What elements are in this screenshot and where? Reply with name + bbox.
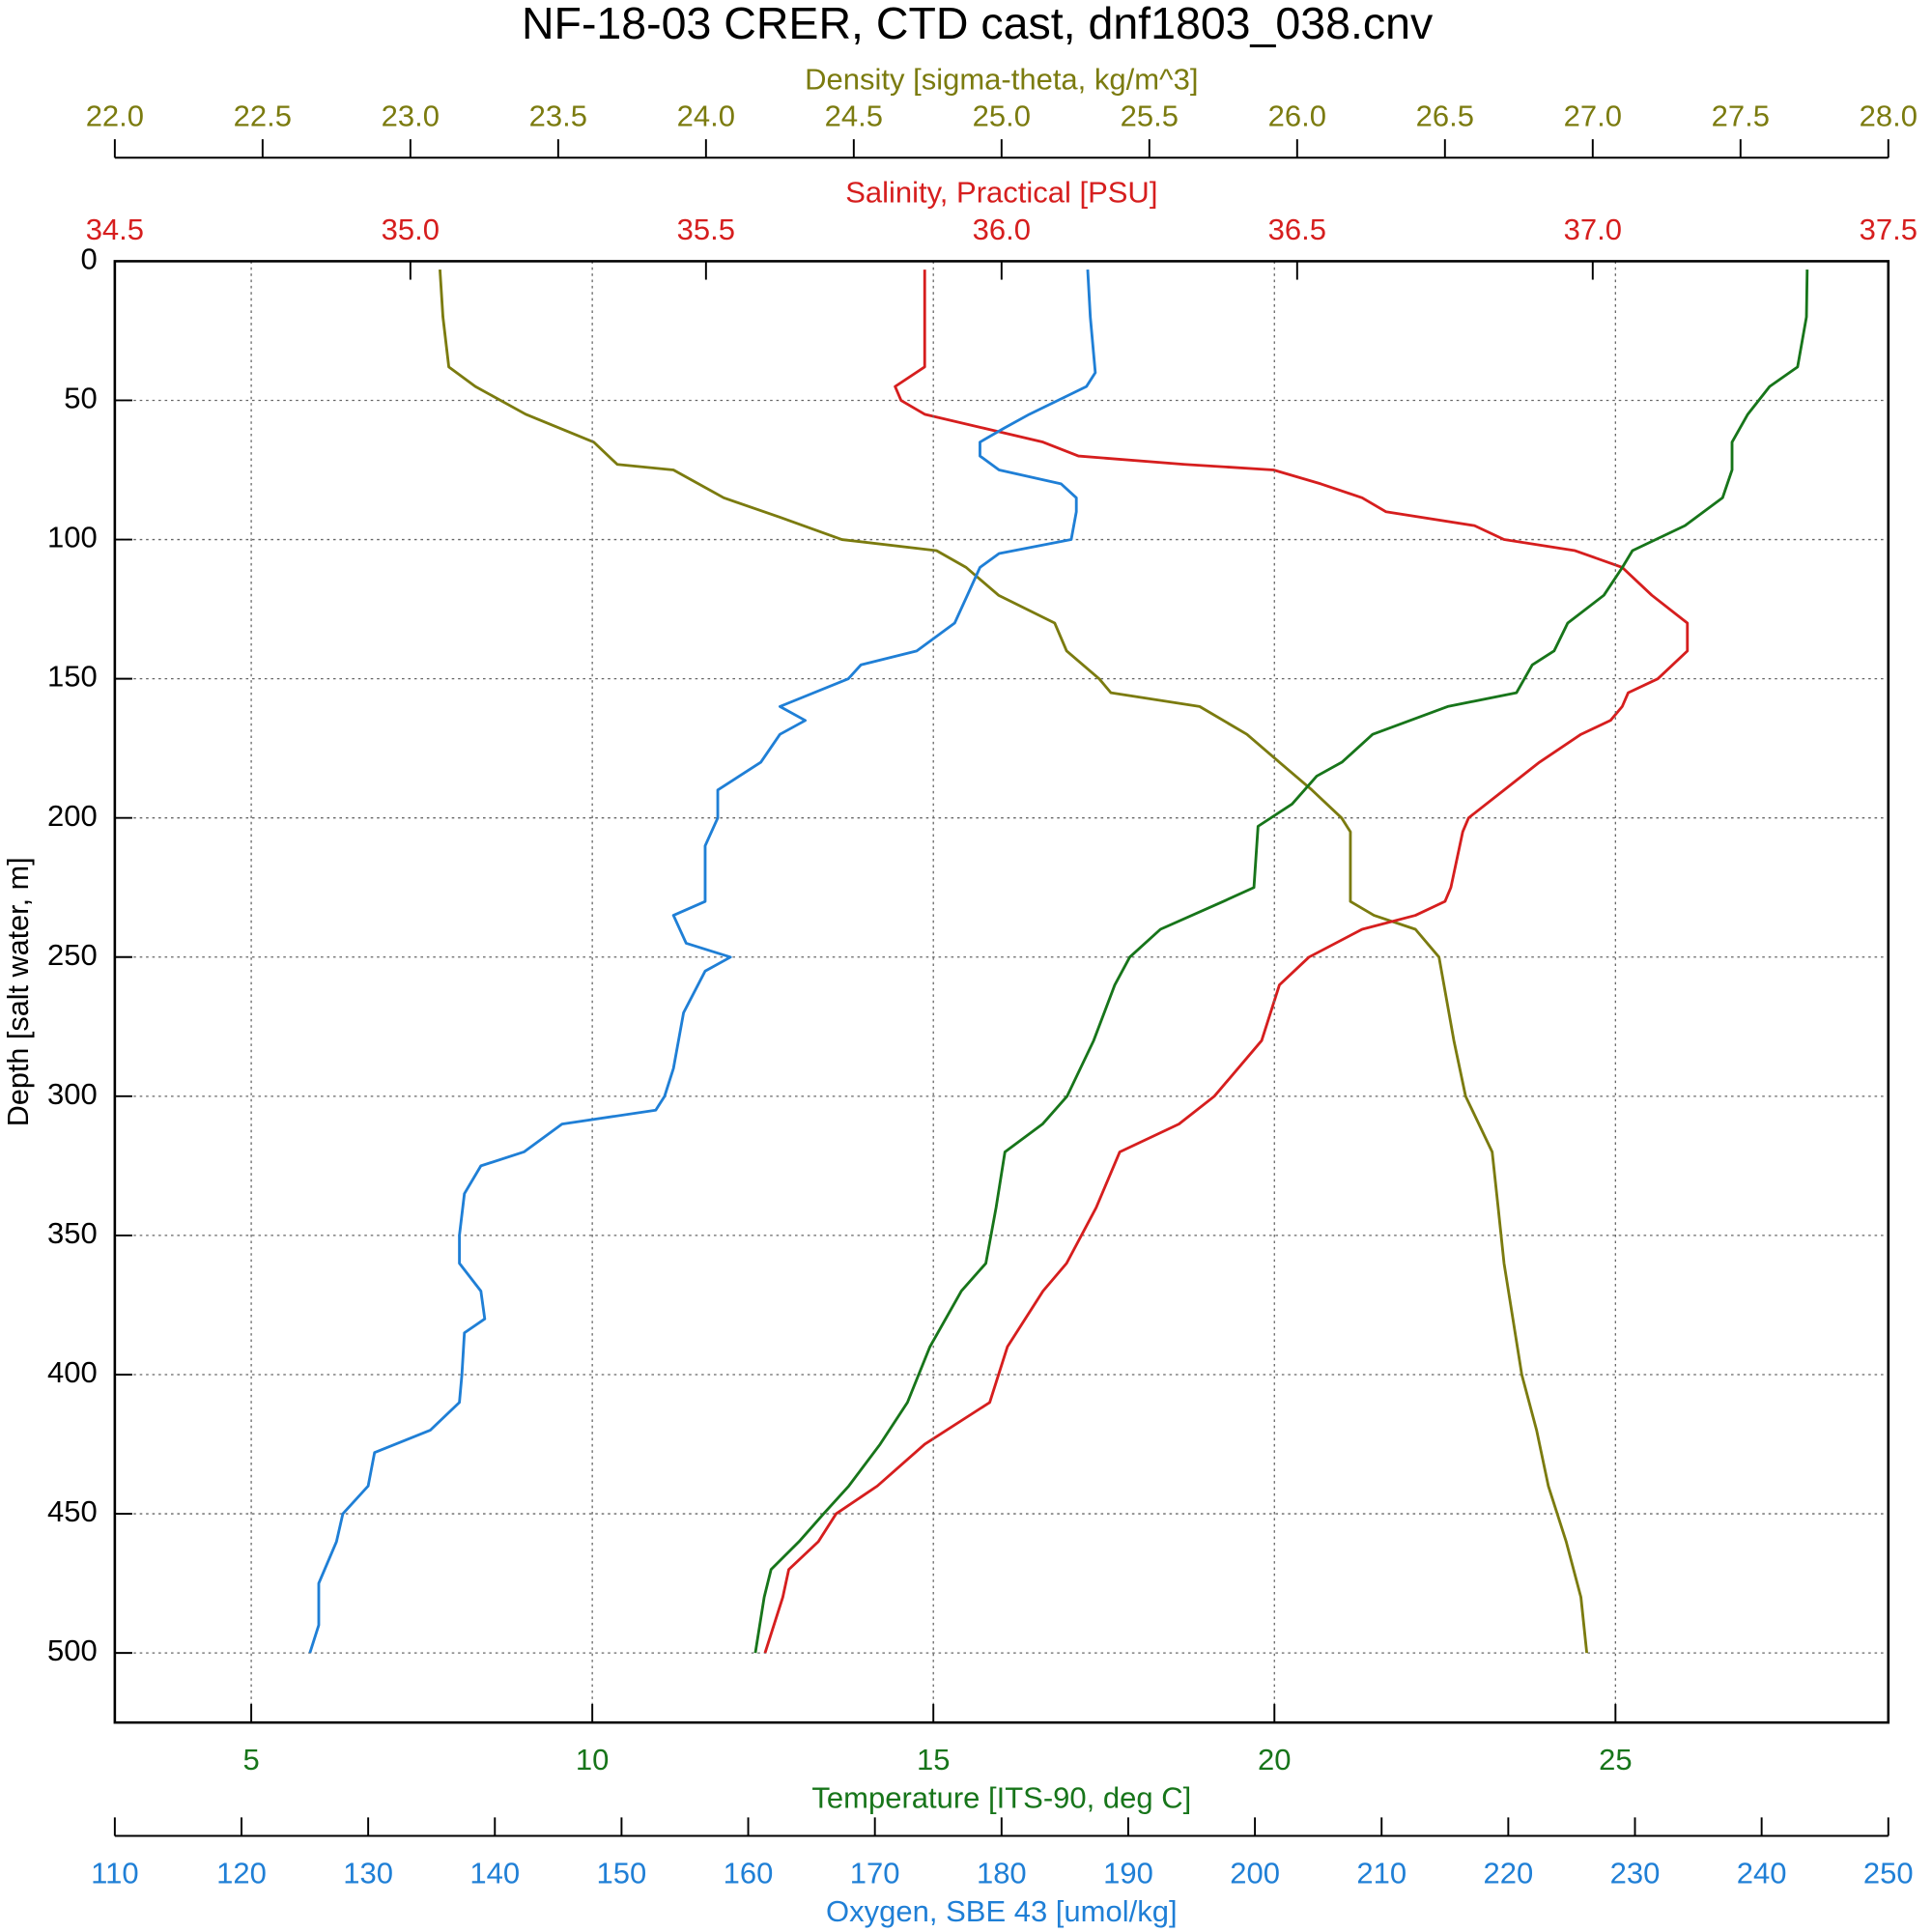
x-tick-label: 210 bbox=[1356, 1857, 1406, 1890]
x-tick-label: 35.5 bbox=[677, 213, 735, 246]
x-tick-label: 25.5 bbox=[1121, 99, 1179, 133]
x-axis-label: Oxygen, SBE 43 [umol/kg] bbox=[826, 1894, 1177, 1928]
x-tick-label: 27.0 bbox=[1564, 99, 1622, 133]
y-tick-label: 500 bbox=[47, 1634, 98, 1667]
x-tick-label: 37.0 bbox=[1564, 213, 1622, 246]
x-tick-label: 26.0 bbox=[1268, 99, 1326, 133]
x-tick-label: 24.5 bbox=[825, 99, 883, 133]
x-tick-label: 24.0 bbox=[677, 99, 735, 133]
x-tick-label: 15 bbox=[917, 1743, 950, 1776]
x-axis-label: Density [sigma-theta, kg/m^3] bbox=[805, 62, 1198, 96]
x-tick-label: 230 bbox=[1610, 1857, 1661, 1890]
y-tick-label: 250 bbox=[47, 938, 98, 972]
x-tick-label: 25 bbox=[1599, 1743, 1632, 1776]
x-tick-label: 36.5 bbox=[1268, 213, 1326, 246]
profile-line bbox=[763, 270, 1690, 1654]
y-tick-label: 400 bbox=[47, 1355, 98, 1389]
x-axis-label: Salinity, Practical [PSU] bbox=[845, 176, 1157, 210]
x-tick-label: 160 bbox=[724, 1857, 774, 1890]
y-tick-label: 300 bbox=[47, 1077, 98, 1111]
x-tick-label: 110 bbox=[91, 1857, 138, 1890]
x-tick-label: 200 bbox=[1230, 1857, 1280, 1890]
x-tick-label: 130 bbox=[343, 1857, 393, 1890]
x-tick-label: 10 bbox=[576, 1743, 609, 1776]
x-tick-label: 37.5 bbox=[1860, 213, 1918, 246]
x-tick-label: 170 bbox=[850, 1857, 900, 1890]
x-tick-label: 36.0 bbox=[973, 213, 1031, 246]
y-tick-label: 50 bbox=[64, 382, 97, 415]
x-tick-label: 220 bbox=[1484, 1857, 1534, 1890]
x-tick-label: 5 bbox=[242, 1743, 259, 1776]
x-tick-label: 22.5 bbox=[234, 99, 292, 133]
y-tick-label: 0 bbox=[81, 242, 98, 276]
profile-line bbox=[439, 269, 1589, 1654]
y-tick-label: 350 bbox=[47, 1216, 98, 1250]
x-tick-label: 140 bbox=[469, 1857, 520, 1890]
x-tick-label: 23.0 bbox=[382, 99, 440, 133]
x-tick-label: 180 bbox=[977, 1857, 1027, 1890]
plot-border bbox=[113, 260, 1890, 1724]
x-tick-label: 150 bbox=[597, 1857, 647, 1890]
x-tick-label: 25.0 bbox=[973, 99, 1031, 133]
x-tick-label: 22.0 bbox=[86, 99, 144, 133]
x-tick-label: 35.0 bbox=[382, 213, 440, 246]
x-tick-label: 27.5 bbox=[1712, 99, 1770, 133]
x-tick-label: 28.0 bbox=[1860, 99, 1918, 133]
x-tick-label: 190 bbox=[1103, 1857, 1153, 1890]
profile-line bbox=[753, 270, 1809, 1654]
x-tick-label: 250 bbox=[1863, 1857, 1914, 1890]
x-tick-label: 26.5 bbox=[1416, 99, 1474, 133]
y-tick-label: 100 bbox=[47, 521, 98, 554]
profile-line bbox=[308, 270, 1097, 1654]
y-axis-label: Depth [salt water, m] bbox=[1, 857, 35, 1126]
chart-title: NF-18-03 CRER, CTD cast, dnf1803_038.cnv bbox=[522, 0, 1433, 48]
x-tick-label: 120 bbox=[216, 1857, 267, 1890]
y-tick-label: 200 bbox=[47, 799, 98, 833]
x-axis-label: Temperature [ITS-90, deg C] bbox=[811, 1781, 1191, 1815]
y-tick-label: 150 bbox=[47, 660, 98, 694]
x-tick-label: 23.5 bbox=[529, 99, 587, 133]
x-tick-label: 240 bbox=[1737, 1857, 1787, 1890]
x-tick-label: 34.5 bbox=[86, 213, 144, 246]
x-tick-label: 20 bbox=[1258, 1743, 1291, 1776]
y-tick-label: 450 bbox=[47, 1494, 98, 1528]
